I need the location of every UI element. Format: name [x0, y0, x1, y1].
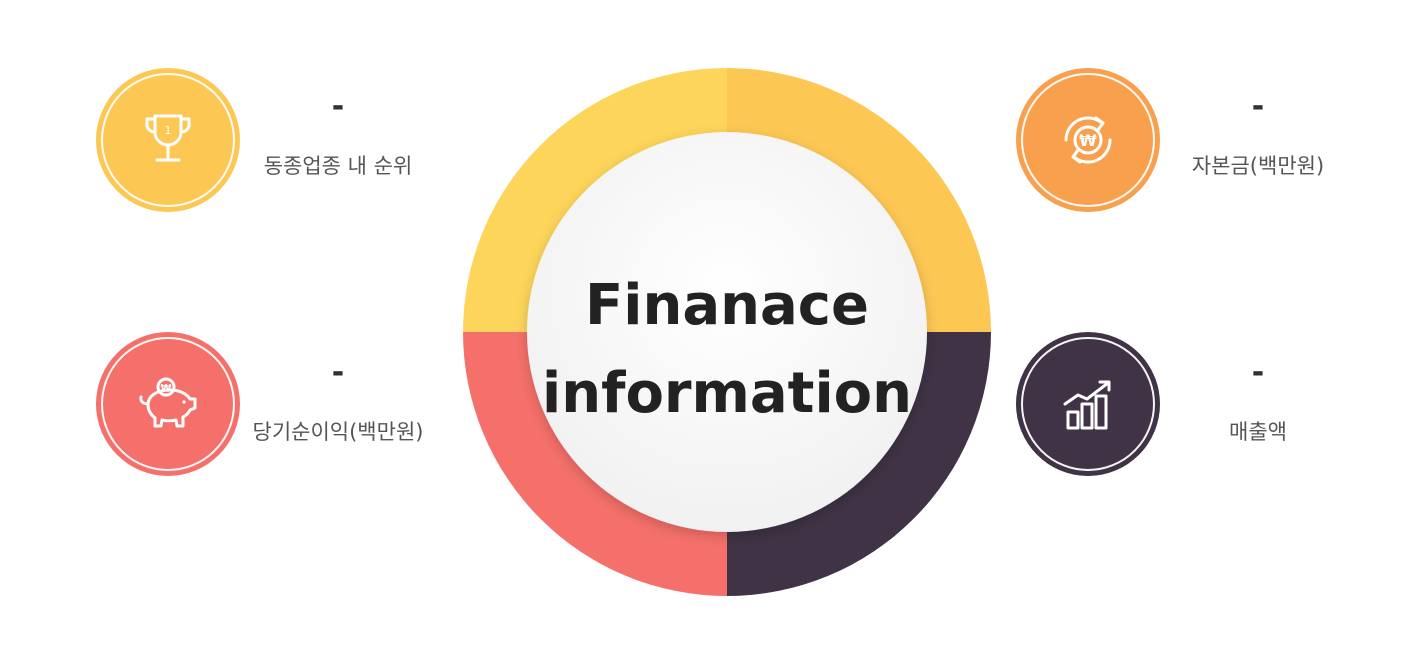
capital-label: 자본금(백만원)	[1191, 154, 1325, 178]
center-title-line2: information	[542, 361, 912, 426]
sales-label: 매출액	[1229, 420, 1287, 444]
sales-badge	[1016, 332, 1160, 476]
center-title: Finanace information	[527, 262, 927, 438]
profit-badge: ₩	[96, 332, 240, 476]
rank-value: -	[331, 89, 345, 124]
rank-badge: 1	[96, 68, 240, 212]
piggy-won-symbol: ₩	[160, 383, 171, 394]
profit-value: -	[331, 355, 345, 390]
trophy-number: 1	[165, 124, 172, 137]
piggy-bank-icon: ₩	[139, 377, 197, 428]
won-symbol: ₩	[1079, 131, 1097, 150]
trophy-icon: 1	[145, 114, 191, 162]
profit-label: 당기순이익(백만원)	[252, 420, 424, 444]
sales-value: -	[1251, 355, 1265, 390]
center-disc	[527, 132, 927, 532]
center-title-line1: Finanace	[585, 273, 869, 338]
capital-value: -	[1251, 89, 1265, 124]
rank-label: 동종업종 내 순위	[263, 154, 413, 178]
won-refresh-icon: ₩	[1064, 116, 1112, 164]
capital-badge: ₩	[1016, 68, 1160, 212]
growth-chart-icon	[1063, 380, 1111, 430]
